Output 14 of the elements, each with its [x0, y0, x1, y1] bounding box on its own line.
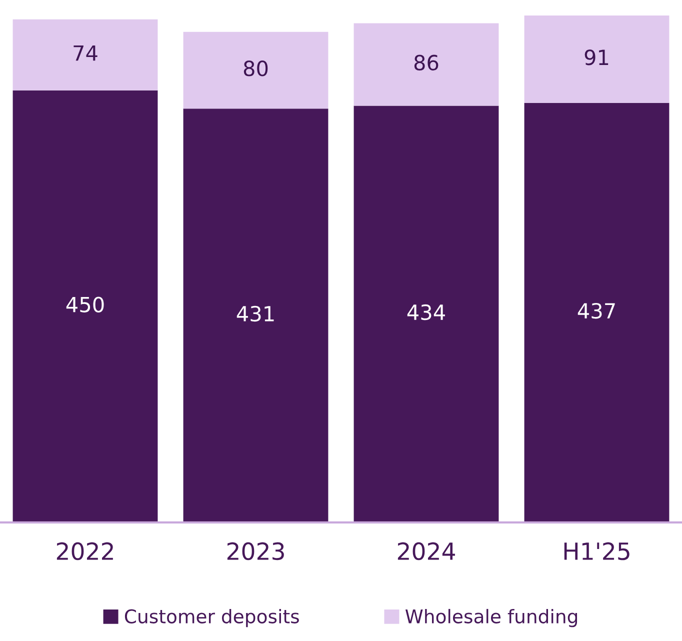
- data-label: 437: [578, 302, 615, 319]
- x-tick-label: H1'25: [564, 542, 630, 560]
- legend-label: Wholesale funding: [405, 608, 578, 628]
- data-label: 434: [407, 304, 445, 320]
- data-label: 74: [74, 45, 98, 61]
- x-tick-label: 2022: [56, 542, 113, 560]
- data-label: 450: [66, 296, 104, 312]
- data-label: 86: [414, 54, 438, 71]
- data-label: 431: [236, 306, 274, 322]
- x-tick-label: 2023: [227, 542, 284, 560]
- data-label: 91: [584, 50, 608, 66]
- data-label: 80: [244, 60, 268, 76]
- x-tick-label: 2024: [398, 542, 455, 560]
- legend-label: Customer deposits: [124, 608, 299, 628]
